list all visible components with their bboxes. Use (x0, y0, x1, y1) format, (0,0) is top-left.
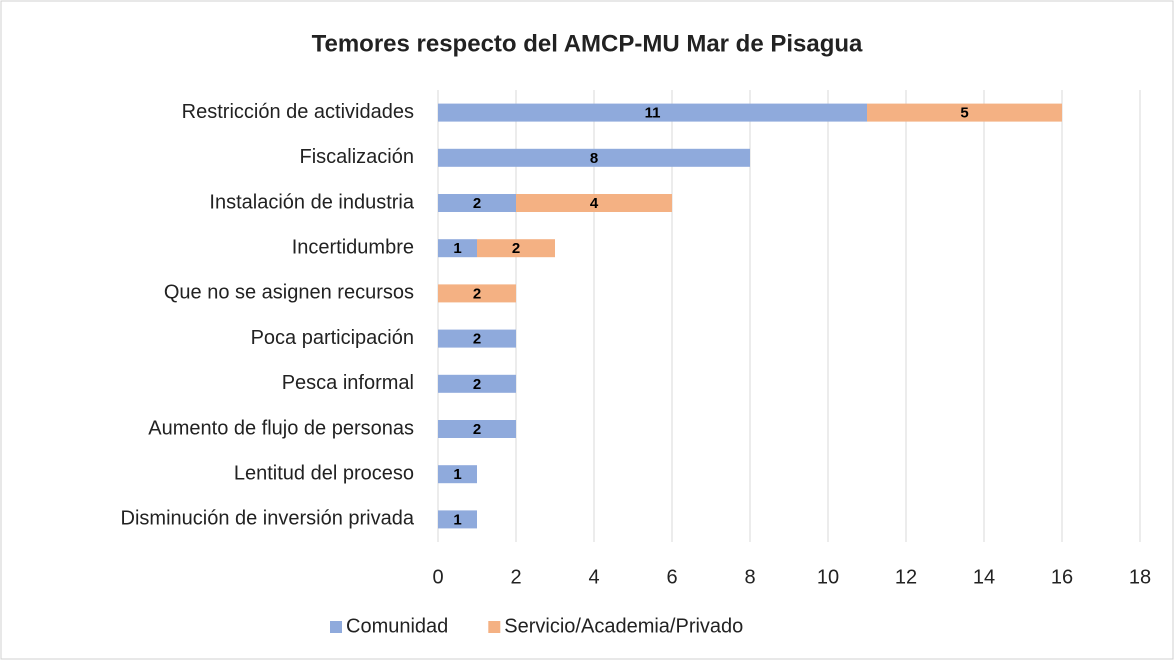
data-label: 2 (473, 331, 481, 348)
bar-segment (438, 194, 516, 212)
data-label: 1 (453, 511, 461, 528)
bar-segment (438, 374, 516, 393)
bar-segment (867, 103, 1062, 122)
bar-segment (438, 465, 477, 484)
y-tick-label: Poca participación (251, 327, 414, 349)
x-tick-label: 6 (666, 566, 677, 588)
bar-segment (438, 510, 477, 529)
x-tick-label: 18 (1129, 566, 1151, 588)
data-label: 5 (960, 105, 968, 122)
y-tick-label: Restricción de actividades (182, 101, 414, 123)
y-tick-label: Instalación de industria (209, 191, 414, 213)
y-tick-label: Pesca informal (282, 372, 414, 394)
legend-swatch (488, 621, 501, 633)
x-tick-label: 10 (817, 566, 839, 588)
data-label: 4 (590, 195, 599, 212)
legend-label: Servicio/Academia/Privado (504, 615, 743, 637)
bar-segment (477, 239, 555, 258)
y-tick-label: Aumento de flujo de personas (148, 417, 414, 439)
data-label: 2 (473, 285, 481, 302)
bar-segment (438, 284, 516, 303)
x-tick-label: 4 (588, 566, 599, 588)
x-tick-label: 2 (510, 566, 521, 588)
bar-segment (438, 148, 750, 167)
x-tick-label: 16 (1051, 566, 1073, 588)
y-tick-label: Lentitud del proceso (234, 462, 414, 484)
x-tick-label: 8 (744, 566, 755, 588)
bar-segment (438, 239, 477, 258)
x-tick-label: 12 (895, 566, 917, 588)
y-tick-label: Fiscalización (300, 146, 414, 168)
data-label: 2 (473, 421, 481, 438)
data-label: 1 (453, 466, 461, 483)
chart-title: Temores respecto del AMCP-MU Mar de Pisa… (312, 30, 863, 57)
legend-swatch (330, 621, 342, 633)
data-label: 8 (590, 150, 598, 167)
bar-segment (438, 329, 516, 348)
bar-segment (438, 420, 516, 438)
x-tick-label: 14 (973, 566, 995, 588)
bar-segment (516, 194, 672, 212)
data-label: 2 (512, 240, 520, 257)
y-tick-label: Disminución de inversión privada (121, 508, 415, 530)
legend-label: Comunidad (346, 615, 448, 637)
x-tick-label: 0 (432, 566, 443, 588)
data-label: 11 (645, 105, 661, 122)
data-label: 2 (473, 195, 481, 212)
y-tick-label: Incertidumbre (292, 236, 414, 258)
data-label: 2 (473, 376, 481, 393)
bar-segment (438, 103, 867, 122)
y-tick-label: Que no se asignen recursos (164, 282, 414, 304)
data-label: 1 (453, 240, 461, 257)
